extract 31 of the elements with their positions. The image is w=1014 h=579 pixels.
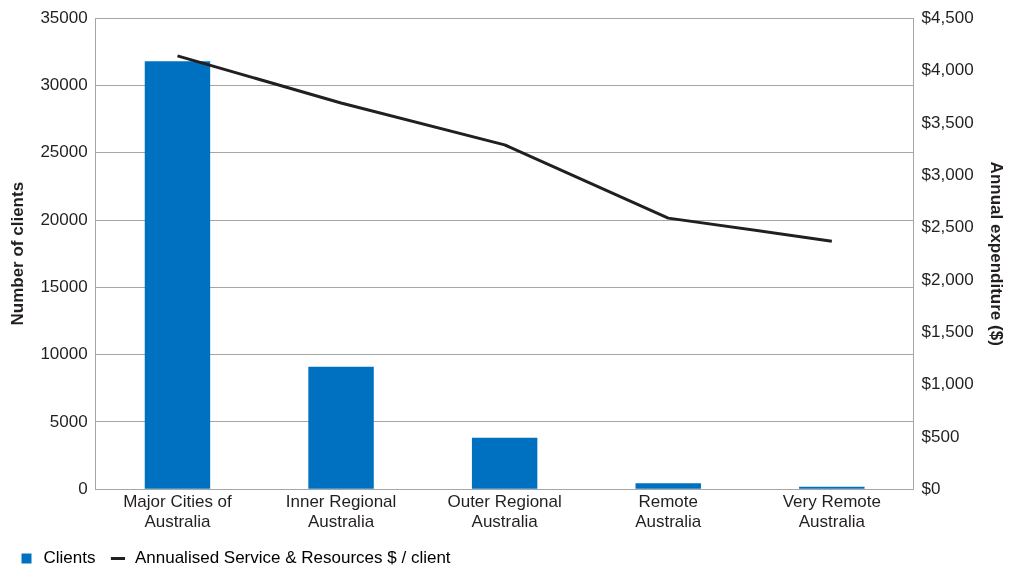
- y-tick-label: 35000: [40, 7, 88, 27]
- y2-tick-label: $0: [921, 478, 941, 498]
- x-tick-label: Remote Australia: [635, 492, 702, 532]
- y-tick-label: 10000: [40, 344, 88, 364]
- y-axis-title: Number of clients: [7, 181, 27, 326]
- x-tick-label: Major Cities of Australia: [123, 492, 233, 532]
- legend-label: Clients: [43, 548, 96, 568]
- bar: [471, 437, 538, 489]
- y2-tick-label: $2,000: [921, 269, 974, 289]
- bar: [635, 483, 701, 489]
- y2-tick-label: $4,500: [921, 7, 974, 27]
- y-tick-label: 0: [78, 478, 88, 498]
- bar: [144, 61, 211, 489]
- y-tick-label: 20000: [40, 209, 88, 229]
- bar: [308, 366, 374, 489]
- y-tick-label: 30000: [40, 75, 88, 95]
- y-tick-label: 5000: [49, 411, 88, 431]
- x-tick-label: Inner Regional Australia: [285, 492, 397, 532]
- y2-tick-label: $2,500: [921, 217, 974, 237]
- y2-tick-label: $3,000: [921, 164, 974, 184]
- y2-tick-label: $4,000: [921, 60, 974, 80]
- x-tick-label: Outer Regional Australia: [447, 492, 562, 532]
- legend-label: Annualised Service & Resources $ / client: [134, 548, 451, 568]
- y2-tick-label: $1,000: [921, 374, 974, 394]
- y2-tick-label: $500: [921, 426, 960, 446]
- y2-tick-label: $1,500: [921, 321, 974, 341]
- y-tick-label: 25000: [40, 142, 88, 162]
- y2-tick-label: $3,500: [921, 112, 974, 132]
- y2-axis-title: Annual expenditure ($): [987, 161, 1007, 346]
- x-tick-label: Very Remote Australia: [782, 492, 881, 532]
- y-tick-label: 15000: [40, 277, 88, 297]
